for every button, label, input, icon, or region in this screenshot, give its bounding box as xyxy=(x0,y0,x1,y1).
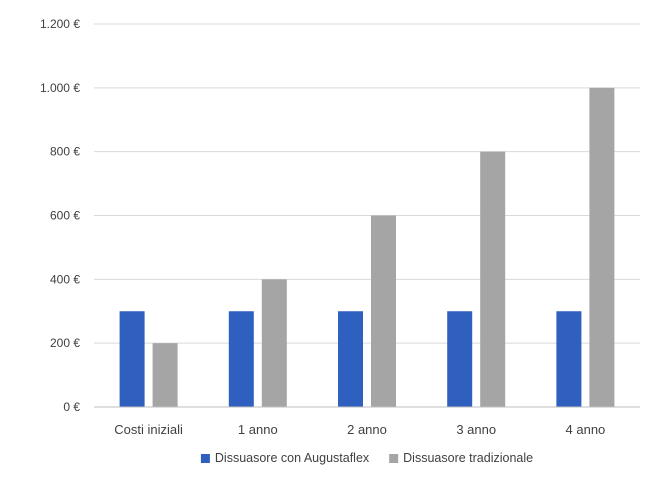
bar-series2-1 xyxy=(152,343,178,407)
legend-label-2: Dissuasore tradizionale xyxy=(403,451,533,465)
x-category-label: 2 anno xyxy=(347,422,387,437)
bar-series1-4 xyxy=(447,311,473,407)
bar-series1-3 xyxy=(338,311,363,407)
legend-swatch-2 xyxy=(389,454,399,463)
y-tick-label: 400 € xyxy=(50,272,80,286)
y-tick-label: 1.200 € xyxy=(40,17,80,31)
x-category-label: Costi iniziali xyxy=(114,422,183,437)
x-category-label: 4 anno xyxy=(566,422,606,437)
gridlines xyxy=(94,23,640,344)
y-tick-label: 600 € xyxy=(50,209,80,223)
bar-series2-2 xyxy=(261,279,287,407)
bar-series1-2 xyxy=(228,311,254,407)
bars xyxy=(119,87,615,407)
legend: Dissuasore con Augustaflex Dissuasore tra… xyxy=(200,451,533,465)
y-tick-label: 200 € xyxy=(50,336,80,350)
y-tick-label: 800 € xyxy=(50,145,80,159)
legend-swatch-1 xyxy=(200,454,210,463)
bar-series1-1 xyxy=(119,311,145,407)
bar-series2-4 xyxy=(480,151,506,407)
x-category-label: 1 anno xyxy=(238,422,278,437)
bar-series2-5 xyxy=(589,87,615,407)
x-axis-categories: Costi iniziali 1 anno 2 anno 3 anno 4 anno xyxy=(114,422,605,437)
legend-label-1: Dissuasore con Augustaflex xyxy=(215,451,370,465)
bar-series2-3 xyxy=(371,215,396,407)
bar-series1-5 xyxy=(556,311,582,407)
y-tick-label: 1.000 € xyxy=(40,81,80,95)
y-axis-ticks: 0 € 200 € 400 € 600 € 800 € 1.000 € 1.200 € xyxy=(40,17,80,414)
x-category-label: 3 anno xyxy=(456,422,496,437)
y-tick-label: 0 € xyxy=(63,400,80,414)
